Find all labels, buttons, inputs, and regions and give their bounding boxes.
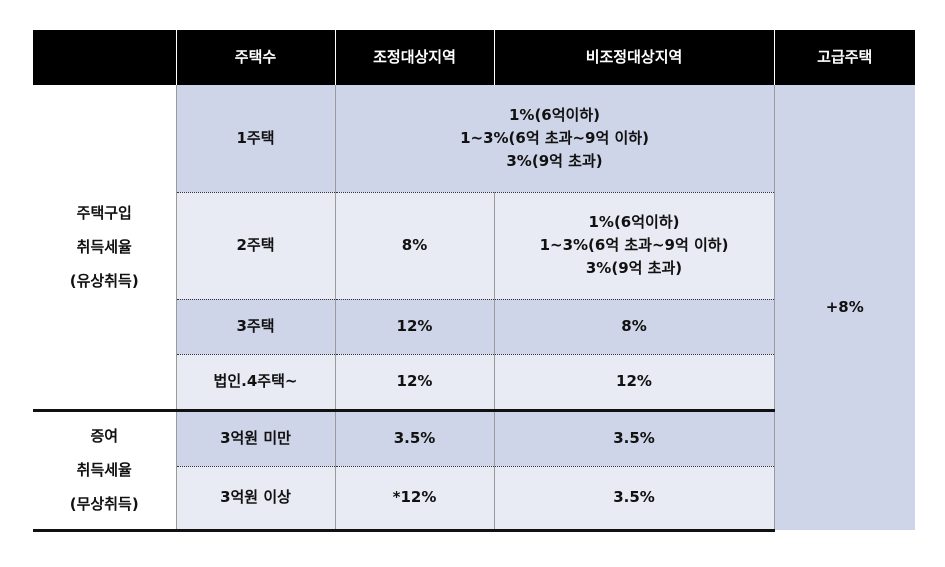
house-count-cell: 법인.4주택~ — [176, 353, 336, 410]
rate-line: 3%(9억 초과) — [585, 259, 683, 277]
table-row: 주택구입 취득세율 (유상취득) 1주택 1%(6억이하) 1~3%(6억 초과… — [33, 85, 915, 530]
table-row: 3주택 12% 8% — [33, 298, 915, 354]
adjusted-rate-cell: 12% — [335, 353, 495, 410]
non-adjusted-rate-cell: 8% — [494, 298, 774, 354]
purchase-label-line: 취득세율 — [76, 237, 132, 256]
header-adjusted-area: 조정대상지역 — [335, 30, 495, 85]
header-non-adjusted-area: 비조정대상지역 — [494, 30, 775, 85]
adjusted-rate-cell: *12% — [335, 465, 495, 532]
house-count-cell: 2주택 — [176, 191, 336, 299]
gift-label-line: (무상취득) — [69, 495, 139, 513]
adjusted-rate-cell: 12% — [335, 298, 495, 354]
adjusted-rate-cell: 8% — [335, 191, 495, 299]
header-luxury-house: 고급주택 — [774, 30, 915, 85]
table-row: 증여 취득세율 (무상취득) 3억원 미만 3.5% 3.5% — [33, 408, 915, 532]
non-adjusted-rate-cell: 3.5% — [494, 465, 774, 532]
house-count-cell: 3주택 — [176, 298, 336, 354]
table-row: 법인.4주택~ 12% 12% — [33, 353, 915, 410]
rate-line: 1%(6억이하) — [508, 105, 600, 124]
header-blank — [33, 30, 177, 85]
table-row: 3억원 이상 *12% 3.5% — [33, 465, 915, 532]
table-row: 2주택 8% 1%(6억이하) 1~3%(6억 초과~9억 이하) 3%(9억 … — [33, 191, 915, 299]
header-row: 주택수 조정대상지역 비조정대상지역 고급주택 — [33, 30, 915, 85]
rate-line: 1%(6억이하) — [588, 213, 680, 231]
gift-section-label: 증여 취득세율 (무상취득) — [33, 408, 177, 532]
purchase-label-line: (유상취득) — [69, 271, 139, 290]
non-adjusted-rate-cell: 12% — [494, 353, 774, 410]
luxury-house-surcharge: +8% — [773, 85, 915, 530]
one-house-rate-cell: 1%(6억이하) 1~3%(6억 초과~9억 이하) 3%(9억 초과) — [335, 85, 774, 192]
adjusted-rate-cell: 3.5% — [335, 408, 495, 466]
gift-label-line: 취득세율 — [76, 461, 132, 479]
non-adjusted-rate-cell: 1%(6억이하) 1~3%(6억 초과~9억 이하) 3%(9억 초과) — [494, 191, 774, 299]
rate-line: 3%(9억 초과) — [506, 151, 603, 170]
rate-line: 1~3%(6억 초과~9억 이하) — [460, 128, 649, 147]
acquisition-tax-table: 주택수 조정대상지역 비조정대상지역 고급주택 주택구입 취득세율 (유상취득)… — [33, 30, 915, 532]
value-range-cell: 3억원 이상 — [176, 465, 336, 532]
rate-line: 1~3%(6억 초과~9억 이하) — [539, 236, 729, 254]
house-count-cell: 1주택 — [176, 85, 336, 192]
value-range-cell: 3억원 미만 — [176, 408, 336, 466]
non-adjusted-rate-cell: 3.5% — [494, 408, 774, 466]
purchase-label-line: 주택구입 — [76, 203, 132, 222]
purchase-section-label: 주택구입 취득세율 (유상취득) — [33, 85, 177, 410]
gift-label-line: 증여 — [90, 427, 119, 445]
header-house-count: 주택수 — [176, 30, 336, 85]
